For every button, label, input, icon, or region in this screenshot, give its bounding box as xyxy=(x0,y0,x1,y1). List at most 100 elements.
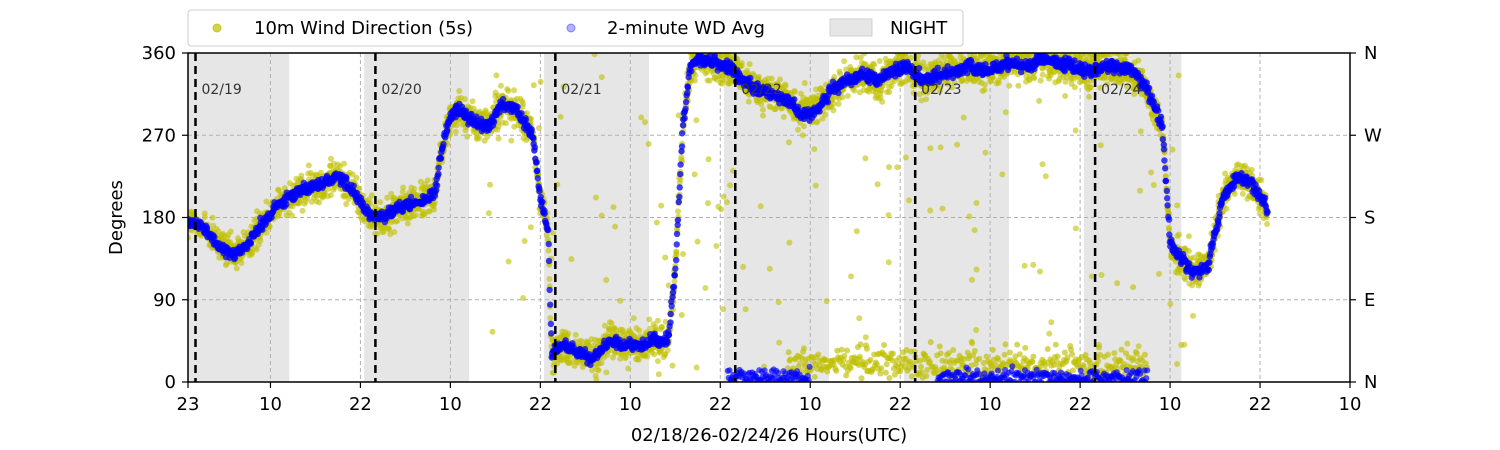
data-point xyxy=(1174,361,1181,368)
data-point xyxy=(713,243,720,250)
data-point xyxy=(646,325,653,332)
data-point xyxy=(680,251,687,258)
data-point xyxy=(651,351,658,358)
data-point xyxy=(678,130,686,137)
data-point xyxy=(456,87,463,94)
data-point xyxy=(664,347,671,354)
data-point xyxy=(1121,56,1128,63)
data-point xyxy=(1137,128,1144,135)
data-point xyxy=(514,103,521,110)
data-point xyxy=(780,113,787,120)
data-point xyxy=(537,78,544,85)
data-point xyxy=(676,193,683,201)
data-point xyxy=(673,230,681,238)
data-point xyxy=(738,62,745,69)
data-point xyxy=(691,171,698,178)
data-point xyxy=(603,369,610,376)
data-point xyxy=(305,162,312,169)
data-point xyxy=(742,306,749,313)
data-point xyxy=(915,53,922,59)
data-point xyxy=(862,334,869,341)
data-point xyxy=(505,258,512,265)
data-point xyxy=(275,187,282,194)
data-point xyxy=(693,117,700,124)
data-point xyxy=(645,141,652,148)
data-point xyxy=(791,88,798,95)
data-point xyxy=(493,72,500,79)
data-point xyxy=(533,159,540,166)
data-point xyxy=(971,227,978,234)
data-point xyxy=(547,320,555,328)
data-point xyxy=(678,143,686,150)
data-point xyxy=(253,246,260,253)
data-point xyxy=(1123,53,1130,57)
data-point xyxy=(791,96,798,103)
data-point xyxy=(862,155,869,162)
data-point xyxy=(794,126,801,133)
data-point xyxy=(702,284,709,291)
data-point xyxy=(489,328,496,335)
data-point xyxy=(679,122,687,129)
data-point xyxy=(800,123,807,130)
data-point xyxy=(1130,284,1137,291)
data-point xyxy=(238,260,245,267)
data-point xyxy=(530,135,537,142)
data-point xyxy=(747,74,754,82)
data-point xyxy=(1162,173,1169,180)
data-point xyxy=(1231,190,1238,197)
data-point xyxy=(1098,272,1105,279)
data-point xyxy=(283,201,290,208)
data-point xyxy=(759,112,766,119)
data-point xyxy=(430,206,437,213)
data-point xyxy=(1174,202,1181,209)
data-point xyxy=(495,135,502,142)
data-point xyxy=(874,181,881,188)
data-point xyxy=(907,54,914,61)
data-point xyxy=(662,254,669,261)
data-point xyxy=(886,88,893,95)
data-point xyxy=(541,210,548,217)
data-point xyxy=(973,199,980,206)
data-point xyxy=(944,79,951,86)
data-point xyxy=(1097,142,1104,149)
data-point xyxy=(1169,146,1176,153)
data-point xyxy=(1062,78,1069,85)
data-point xyxy=(495,123,502,130)
data-point xyxy=(534,167,541,174)
data-point xyxy=(431,199,438,206)
data-point xyxy=(653,219,660,226)
data-point xyxy=(1114,280,1121,287)
data-point xyxy=(1104,81,1111,88)
data-point xyxy=(799,132,806,139)
data-point xyxy=(918,97,925,104)
data-point xyxy=(841,58,848,65)
data-point xyxy=(327,192,334,199)
data-point xyxy=(1026,77,1033,84)
data-point xyxy=(1088,273,1095,280)
data-point xyxy=(589,367,596,374)
data-point xyxy=(755,73,762,80)
data-point xyxy=(786,239,793,246)
data-point xyxy=(1248,166,1255,173)
data-point xyxy=(325,185,332,192)
data-point xyxy=(720,77,727,84)
data-point xyxy=(530,82,537,89)
data-point xyxy=(377,199,384,206)
data-point xyxy=(638,114,645,121)
data-point xyxy=(822,111,829,118)
data-point xyxy=(654,317,661,324)
data-point xyxy=(797,119,804,126)
data-point xyxy=(691,77,698,84)
data-point xyxy=(1182,276,1189,283)
data-point xyxy=(476,134,483,141)
data-point xyxy=(1068,80,1075,87)
data-point xyxy=(545,247,552,254)
data-point xyxy=(706,77,713,84)
data-point xyxy=(794,103,802,111)
data-point xyxy=(1137,187,1144,194)
data-point xyxy=(343,200,350,207)
data-point xyxy=(960,114,967,121)
data-point xyxy=(672,256,680,264)
data-point xyxy=(412,212,419,219)
data-point xyxy=(188,234,192,241)
